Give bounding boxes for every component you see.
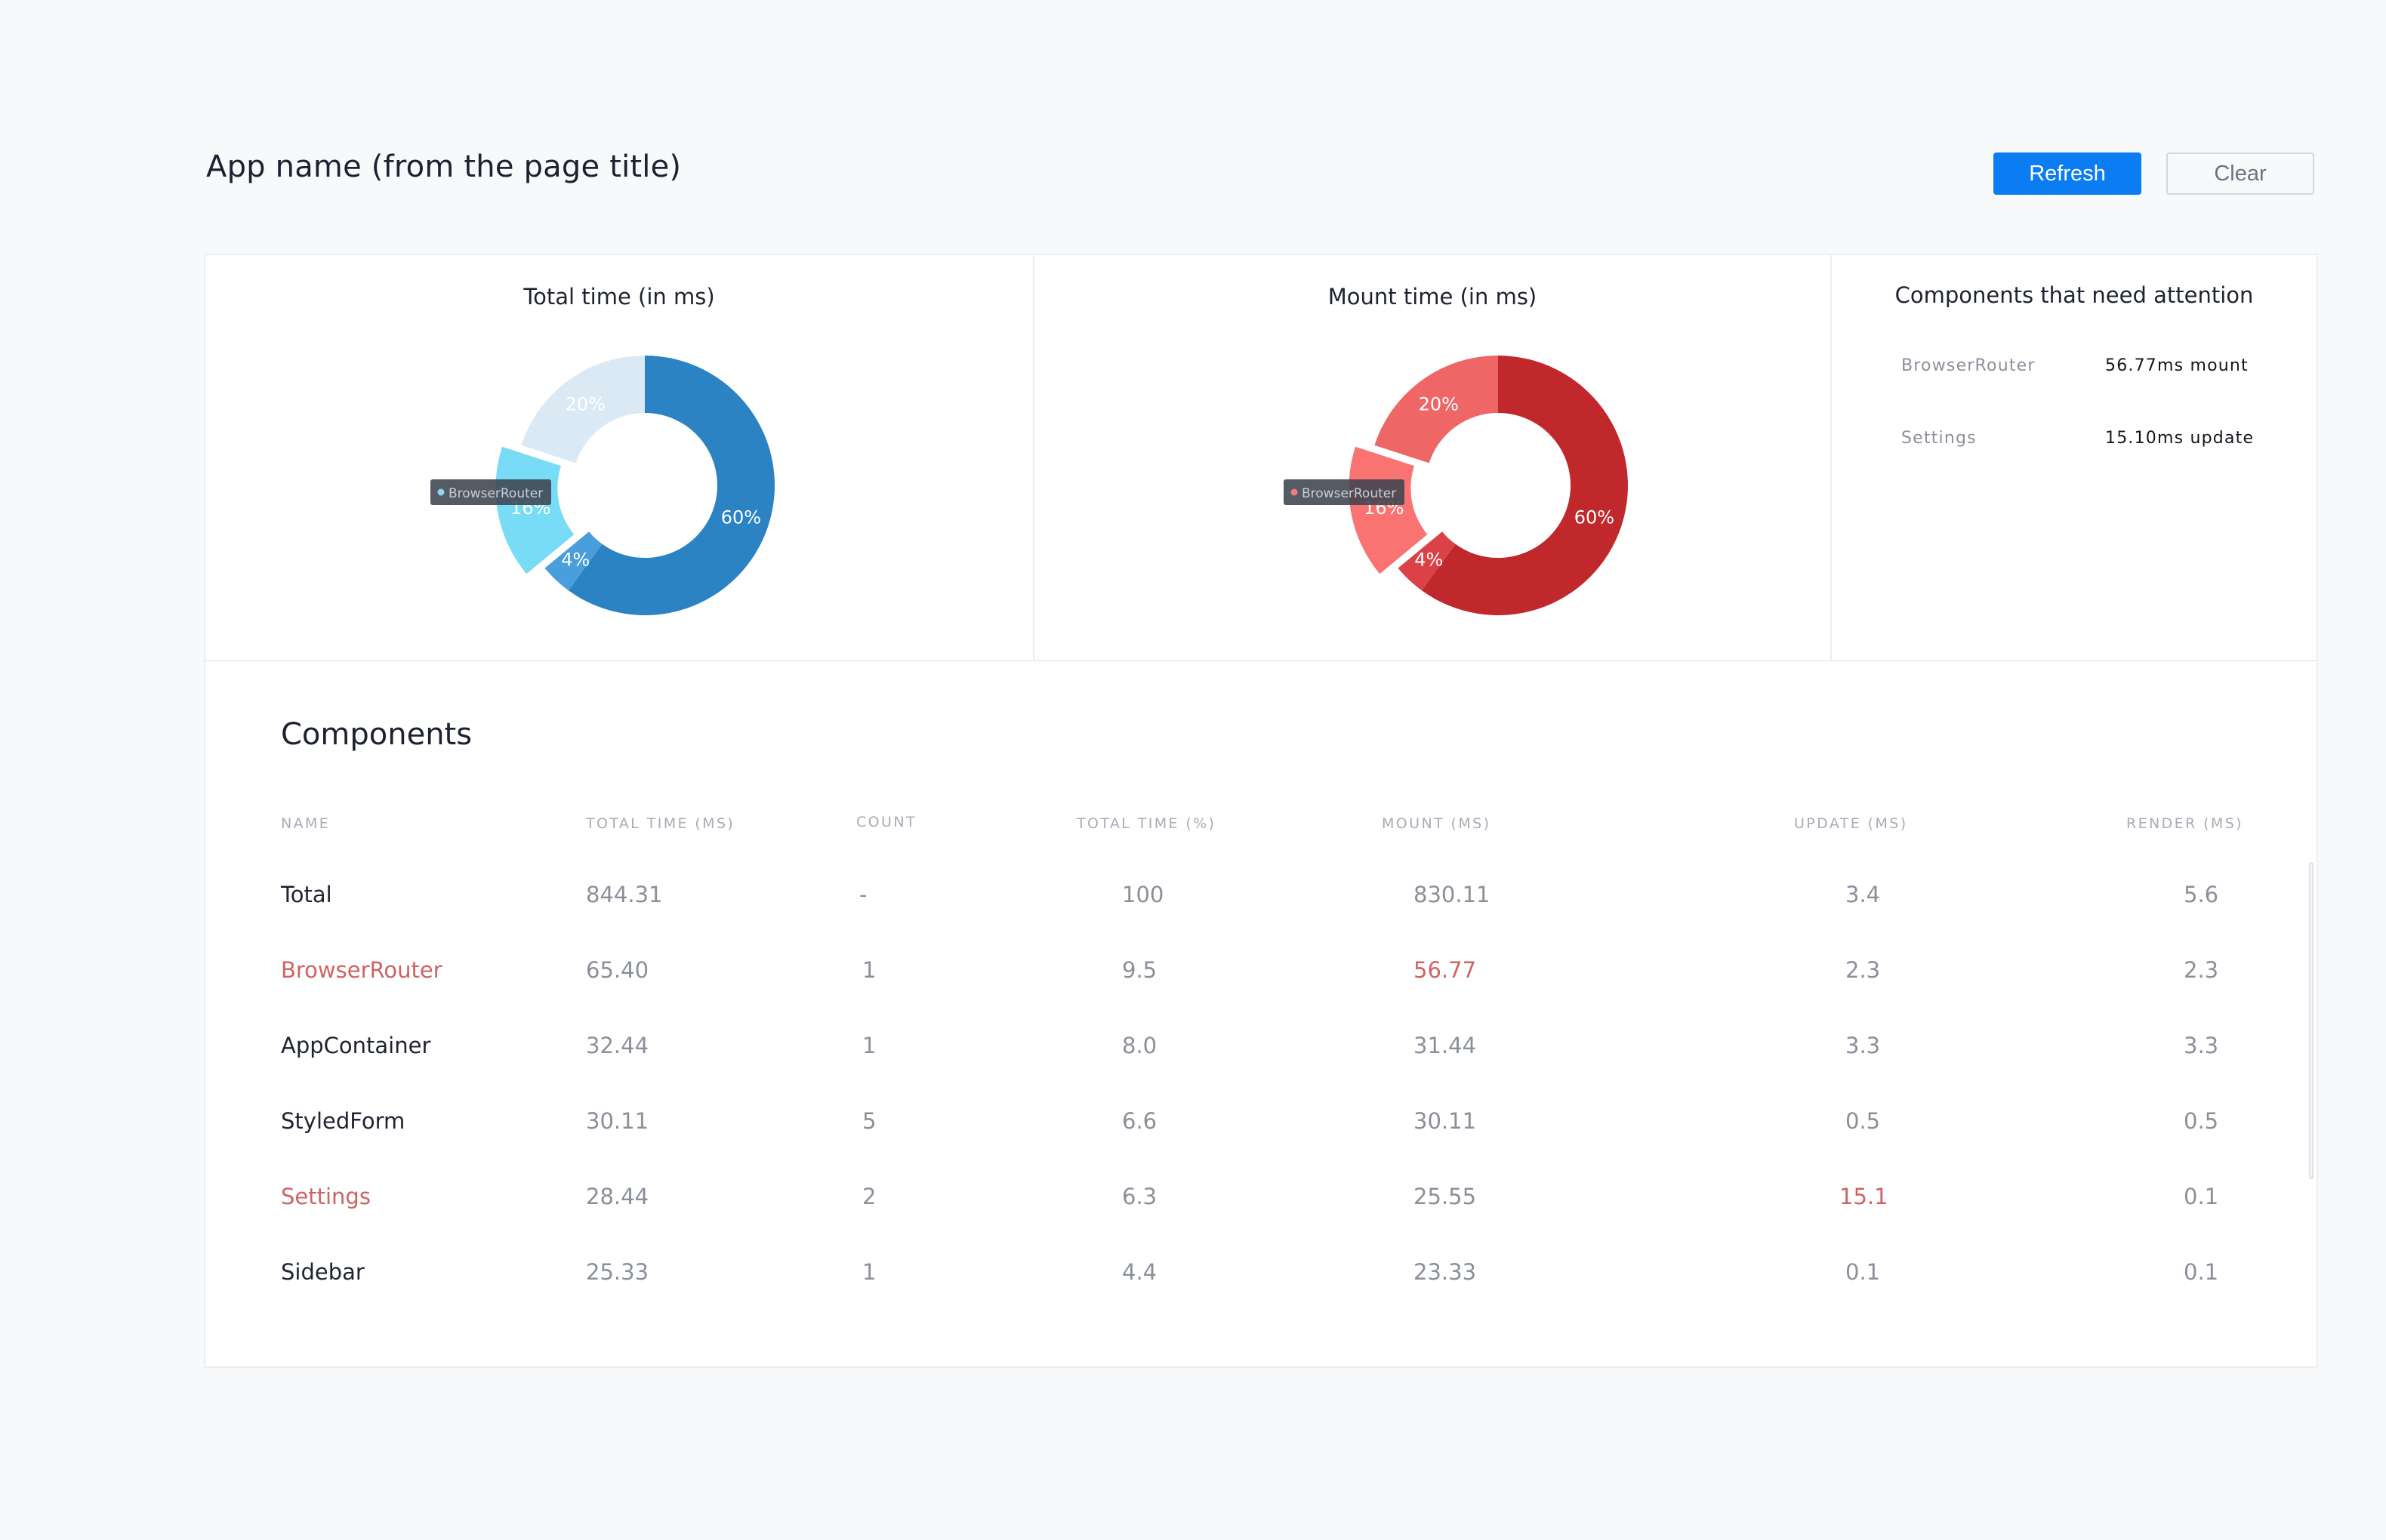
total-time-cell: 25.33: [586, 1259, 649, 1285]
column-header-name[interactable]: Name: [281, 815, 331, 832]
count-cell: 1: [862, 1033, 877, 1058]
attention-card: Components that need attention BrowserRo…: [1832, 255, 2317, 660]
count-cell: 5: [862, 1108, 877, 1134]
tooltip-label: BrowserRouter: [449, 486, 543, 501]
attention-title: Components that need attention: [1894, 282, 2254, 308]
total-percent-cell: 8.0: [1122, 1033, 1158, 1058]
app-title: App name (from the page title): [206, 149, 682, 184]
total-time-cell: 65.40: [586, 957, 649, 983]
mount-time-chart-card: Mount time (in ms) 60% 4% 16% 20% BrowserRou…: [1034, 255, 1832, 660]
total-percent-cell: 6.3: [1122, 1184, 1158, 1209]
column-header-total-time[interactable]: Total time (ms): [586, 815, 735, 832]
slice-label: 60%: [721, 507, 761, 528]
count-cell: 2: [862, 1184, 877, 1209]
clear-button[interactable]: Clear: [2166, 152, 2314, 195]
chart-tooltip: BrowserRouter: [430, 479, 551, 505]
attention-item-name: BrowserRouter: [1901, 356, 2036, 375]
slice-label: 4%: [561, 550, 590, 571]
tooltip-dot: [437, 488, 445, 496]
update-cell: 2.3: [1845, 957, 1881, 983]
table-scrollbar[interactable]: [2309, 862, 2314, 1179]
slice-label: 20%: [566, 394, 606, 415]
total-percent-cell: 100: [1122, 882, 1164, 907]
donut-slice[interactable]: [1374, 356, 1498, 464]
donut-slice[interactable]: [1349, 446, 1428, 574]
components-title: Components: [281, 717, 473, 752]
donut-slice[interactable]: [1398, 531, 1456, 591]
component-name[interactable]: StyledForm: [281, 1108, 405, 1134]
component-name[interactable]: Total: [281, 882, 332, 907]
total-time-cell: 844.31: [586, 882, 663, 907]
render-cell: 0.5: [2184, 1108, 2219, 1134]
donut-slice[interactable]: [568, 356, 775, 615]
column-header-count[interactable]: Count: [856, 814, 917, 830]
count-cell: 1: [862, 957, 877, 983]
column-header-update[interactable]: Update (ms): [1794, 815, 1908, 832]
profiler-panel: Total time (in ms) 60% 4% 16% 20% BrowserRou…: [204, 254, 2318, 1368]
column-header-render[interactable]: Render (ms): [2126, 815, 2243, 832]
component-name[interactable]: Settings: [281, 1184, 371, 1209]
total-percent-cell: 6.6: [1122, 1108, 1158, 1134]
render-cell: 5.6: [2184, 882, 2219, 907]
render-cell: 3.3: [2184, 1033, 2219, 1058]
mount-cell: 830.11: [1413, 882, 1490, 907]
component-name[interactable]: Sidebar: [281, 1259, 365, 1285]
mount-time-donut-chart: 60%4%16%20%BrowserRouter: [1284, 356, 1628, 615]
tooltip-label: BrowserRouter: [1302, 486, 1396, 501]
mount-cell: 30.11: [1413, 1108, 1477, 1134]
charts-row: Total time (in ms) 60% 4% 16% 20% BrowserRou…: [205, 255, 2317, 661]
attention-item-value: 15.10ms update: [2105, 429, 2255, 448]
update-cell: 3.4: [1845, 882, 1881, 907]
donut-slice[interactable]: [495, 446, 575, 574]
total-time-chart-card: Total time (in ms) 60% 4% 16% 20% BrowserRou…: [205, 255, 1034, 660]
update-cell: 0.1: [1845, 1259, 1881, 1285]
total-percent-cell: 4.4: [1122, 1259, 1158, 1285]
column-header-mount[interactable]: Mount (ms): [1382, 815, 1491, 832]
update-cell: 3.3: [1845, 1033, 1881, 1058]
donut-slice[interactable]: [544, 531, 603, 591]
attention-item-value: 56.77ms mount: [2105, 356, 2249, 375]
tooltip-dot: [1290, 488, 1298, 496]
mount-time-chart-title: Mount time (in ms): [1327, 284, 1537, 310]
mount-cell: 56.77: [1413, 957, 1477, 983]
component-name[interactable]: BrowserRouter: [281, 957, 442, 983]
total-time-cell: 28.44: [586, 1184, 649, 1209]
mount-cell: 31.44: [1413, 1033, 1477, 1058]
slice-label: 4%: [1414, 550, 1443, 571]
total-time-chart-title: Total time (in ms): [523, 284, 715, 310]
component-name[interactable]: AppContainer: [281, 1033, 431, 1058]
render-cell: 0.1: [2184, 1259, 2219, 1285]
total-time-cell: 32.44: [586, 1033, 649, 1058]
count-cell: 1: [862, 1259, 877, 1285]
slice-label: 60%: [1574, 507, 1614, 528]
render-cell: 2.3: [2184, 957, 2219, 983]
count-cell: -: [859, 882, 868, 907]
donut-slice[interactable]: [521, 356, 645, 464]
chart-tooltip: BrowserRouter: [1284, 479, 1404, 505]
render-cell: 0.1: [2184, 1184, 2219, 1209]
mount-cell: 23.33: [1413, 1259, 1477, 1285]
update-cell: 0.5: [1845, 1108, 1881, 1134]
total-time-donut-chart: 60%4%16%20%BrowserRouter: [430, 356, 775, 615]
refresh-button[interactable]: Refresh: [1993, 152, 2141, 195]
total-time-cell: 30.11: [586, 1108, 649, 1134]
attention-item-name: Settings: [1901, 429, 1977, 448]
total-percent-cell: 9.5: [1122, 957, 1158, 983]
update-cell: 15.1: [1839, 1184, 1888, 1209]
slice-label: 20%: [1419, 394, 1459, 415]
mount-cell: 25.55: [1413, 1184, 1477, 1209]
column-header-total-percent[interactable]: Total time (%): [1077, 815, 1216, 832]
donut-slice[interactable]: [1421, 356, 1628, 615]
